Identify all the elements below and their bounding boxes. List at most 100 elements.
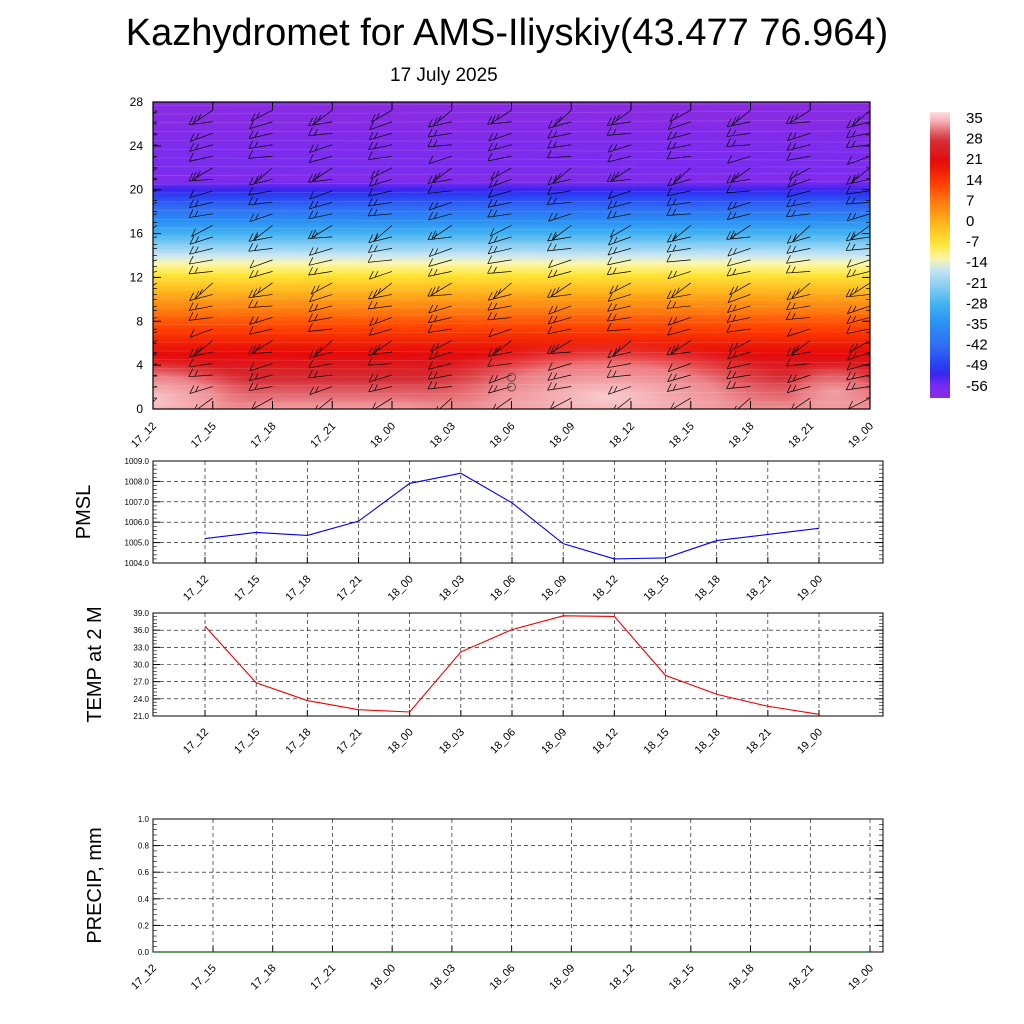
wind-barb-flag [732,268,737,275]
wind-barb-flag [194,267,199,274]
wind-barb-flag [851,118,857,127]
wind-barb-flag [308,154,314,163]
wind-barb [786,363,811,367]
wind-barb-flag [792,302,796,309]
y-tick-label: 21.0 [133,712,149,721]
wind-barb [730,225,751,239]
wind-barb-flag [433,315,438,322]
wind-barb [430,340,452,353]
wind-barb [786,351,811,357]
x-tick-label: 17_15 [232,726,262,756]
wind-barb [667,317,691,326]
wind-barb-flag [854,286,859,293]
wind-barb [551,282,572,297]
wind-barb [153,397,158,403]
wind-barb [431,225,452,240]
wind-barb [850,225,870,240]
wind-barb-flag [433,371,438,379]
wind-barb [189,259,213,265]
wind-barb-flag [427,128,433,138]
wind-barb-flag [612,348,618,357]
wind-barb-flag [786,347,791,357]
wind-barb-flag [428,361,433,370]
colorbar-label: -7 [966,234,979,251]
wind-barb [308,305,333,313]
wind-barb [846,248,870,251]
wind-barb [547,190,572,195]
wind-barb [547,155,572,159]
wind-barb [373,225,393,242]
y-tick-label: 0.4 [138,895,150,904]
wind-barb [491,109,512,124]
wind-barb [308,351,333,359]
wind-barb [308,259,333,266]
wind-barb-flag [428,248,434,257]
wind-barb [371,109,393,123]
pmsl-panel: 1004.0 1005.0 1006.0 1007.0 1008.0 1009.0 17_1… [73,457,884,603]
wind-barb-flag [427,380,433,390]
wind-barb [607,374,632,378]
wind-barb-flag [786,255,791,264]
wind-barb [608,144,632,153]
wind-barb-flag [188,255,194,265]
wind-barb [308,155,333,163]
wind-barb-flag [852,305,857,312]
wind-barb [249,317,273,325]
wind-barb-flag [607,349,613,358]
wind-barb-flag [726,231,731,240]
wind-barb-flag [434,202,439,209]
wind-barb-flag [791,403,795,409]
wind-barb-flag [434,305,438,312]
temp-2m-panel: 21.0 24.0 27.0 30.0 33.0 36.0 39.0 17_12 17_15 17… [84,606,884,756]
wind-barb [189,305,213,311]
wind-barb-flag [368,178,374,187]
wind-barb [616,397,632,409]
wind-barb-flag [195,143,199,150]
wind-barb-flag [493,199,498,207]
wind-barb-flag [198,345,203,352]
x-tick-label: 17_21 [308,962,338,992]
x-tick-label: 17_15 [232,573,262,603]
wind-barb [846,317,870,324]
wind-barb [547,374,572,381]
wind-barb [608,236,632,246]
x-tick-label: 18_09 [539,726,569,756]
wind-barb [846,328,870,334]
wind-barb [248,155,273,159]
x-tick-label: 18_21 [786,420,816,450]
wind-barb [607,294,632,302]
wind-barb-flag [308,257,314,266]
wind-barb [846,144,870,149]
wind-barb-flag [436,405,439,409]
y-tick-label: 12 [130,270,144,284]
wind-barb [308,363,333,369]
wind-barb-flag [666,290,672,299]
wind-barb-flag [854,343,858,350]
wind-barb [726,132,751,137]
wind-barb-flag [846,371,851,381]
wind-barb-flag [192,115,198,124]
wind-barb [249,374,273,382]
wind-barb-flag [667,363,673,372]
wind-barb-flag [493,349,498,356]
wind-barb-flag [786,115,791,124]
wind-barb-flag [308,127,313,136]
wind-barb-flag [613,236,618,244]
wind-barb-flag [136,344,140,352]
wind-barb [846,201,870,205]
wind-barb-flag [846,129,851,138]
wind-barb [789,109,811,124]
wind-barb-flag [368,327,374,336]
wind-barb-flag [249,316,254,325]
wind-barb [849,340,870,353]
wind-barb-flag [309,293,314,302]
wind-barb [249,213,273,222]
wind-barb-flag [139,372,142,378]
y-axis-label: PRECIP, mm [84,827,106,943]
wind-barb [667,144,691,150]
wind-barb [547,201,572,205]
colorbar-label: -42 [966,337,988,354]
wind-barb-flag [726,184,731,194]
wind-barb [427,144,452,148]
wind-barb [547,178,572,186]
